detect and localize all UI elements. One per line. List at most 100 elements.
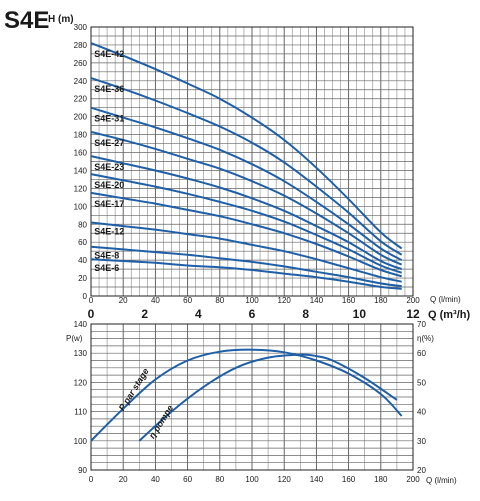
head-x2-tick-label: 4 xyxy=(195,307,202,321)
head-y-tick-label: 60 xyxy=(78,238,87,247)
series-label-s4e-20: S4E-20 xyxy=(94,180,124,190)
head-curve-s4e-17 xyxy=(90,191,402,278)
series-label-s4e-27: S4E-27 xyxy=(94,138,124,148)
power-x-tick-label: 120 xyxy=(278,475,292,484)
head-y-tick-label: 180 xyxy=(74,131,88,140)
head-x-tick-label: 60 xyxy=(183,296,192,305)
power-x-tick-label: 160 xyxy=(342,475,356,484)
head-y-tick-label: 140 xyxy=(74,166,88,175)
head-x-tick-label: 140 xyxy=(310,296,324,305)
head-x-tick-label: 200 xyxy=(406,296,420,305)
series-label-eta-pompe: η pompe xyxy=(147,403,175,440)
power-x-tick-label: 40 xyxy=(151,475,160,484)
power-y-tick-label: 110 xyxy=(74,408,87,417)
head-chart-x-ticks: 0 20 40 60 80 100 120 140 160 180 200 xyxy=(89,296,420,305)
power-chart-x-ticks: 0 20 40 60 80 100 120 140 160 180 200 xyxy=(89,475,420,484)
model-title: S4E xyxy=(4,7,49,34)
head-y-tick-label: 300 xyxy=(74,23,88,32)
head-y-tick-label: 120 xyxy=(74,184,88,193)
power-curve-p-par-stage xyxy=(90,348,403,442)
head-y-tick-label: 100 xyxy=(74,202,88,211)
head-chart-curves xyxy=(90,42,403,290)
power-y-tick-label: 90 xyxy=(78,466,87,475)
head-x2-tick-label: 2 xyxy=(141,307,148,321)
power-x-tick-label: 140 xyxy=(310,475,324,484)
series-label-s4e-23: S4E-23 xyxy=(94,162,124,172)
head-chart-x2-ticks: 0 2 4 6 8 10 12 xyxy=(88,307,420,321)
head-curve-s4e-20 xyxy=(90,173,403,274)
head-x-tick-label: 0 xyxy=(89,296,94,305)
head-curve-s4e-23 xyxy=(90,155,403,271)
head-curve-s4e-42 xyxy=(90,42,403,250)
head-flow-chart: S4E-42 S4E-36 S4E-31 S4E-27 S4E-23 S4E-20 S4E-… xyxy=(48,14,470,321)
head-chart-frame xyxy=(90,26,414,297)
head-x-tick-label: 100 xyxy=(245,296,259,305)
head-chart-grid xyxy=(90,26,414,297)
efficiency-y-tick-label: 40 xyxy=(417,408,426,417)
head-x-tick-label: 40 xyxy=(151,296,160,305)
head-y-tick-label: 80 xyxy=(78,220,87,229)
series-label-s4e-6: S4E-6 xyxy=(94,263,119,273)
head-x-tick-label: 120 xyxy=(278,296,292,305)
head-y-tick-label: 40 xyxy=(78,256,87,265)
efficiency-y-tick-label: 50 xyxy=(417,378,426,387)
series-label-s4e-17: S4E-17 xyxy=(94,199,124,209)
efficiency-y-tick-label: 20 xyxy=(417,466,426,475)
head-x-tick-label: 20 xyxy=(119,296,128,305)
power-chart-left-ticks: 90 100 110 120 130 140 xyxy=(74,320,88,475)
series-label-s4e-12: S4E-12 xyxy=(94,226,124,236)
head-y-tick-label: 280 xyxy=(74,41,88,50)
power-x-tick-label: 0 xyxy=(89,475,94,484)
head-y-tick-label: 220 xyxy=(74,95,88,104)
head-chart-series-labels: S4E-42 S4E-36 S4E-31 S4E-27 S4E-23 S4E-20 S4E-… xyxy=(94,49,124,273)
head-y-tick-label: 260 xyxy=(74,59,88,68)
flow-axis-label-lmin: Q (l/min) xyxy=(430,295,461,304)
head-x2-tick-label: 10 xyxy=(353,307,367,321)
power-curve--pompe xyxy=(138,353,398,442)
flow-axis-label-m3h: Q (m³/h) xyxy=(428,309,470,321)
efficiency-y-tick-label: 60 xyxy=(417,349,426,358)
head-curve-s4e-27 xyxy=(90,130,403,266)
head-curve-s4e-31 xyxy=(90,106,403,261)
power-y-tick-label: 120 xyxy=(74,378,88,387)
head-x2-tick-label: 6 xyxy=(249,307,256,321)
head-chart-y-ticks: 0 20 40 60 80 100 120 140 160 180 200 220 240 260 280 3… xyxy=(74,23,88,301)
head-curve-s4e-36 xyxy=(90,77,403,256)
head-y-tick-label: 0 xyxy=(83,292,88,301)
power-x-tick-label: 200 xyxy=(406,475,420,484)
power-x-tick-label: 100 xyxy=(245,475,259,484)
head-axis-label: H (m) xyxy=(48,14,74,25)
head-y-tick-label: 20 xyxy=(78,274,87,283)
series-label-s4e-8: S4E-8 xyxy=(94,251,119,261)
efficiency-y-tick-label: 70 xyxy=(417,320,426,329)
head-curve-s4e-8 xyxy=(90,245,402,288)
series-label-s4e-42: S4E-42 xyxy=(94,49,124,59)
power-x-tick-label: 60 xyxy=(183,475,192,484)
head-curve-s4e-6 xyxy=(90,258,402,290)
head-y-tick-label: 160 xyxy=(74,149,88,158)
series-label-s4e-36: S4E-36 xyxy=(94,84,124,94)
power-x-tick-label: 180 xyxy=(374,475,388,484)
head-x-tick-label: 80 xyxy=(215,296,224,305)
head-y-tick-label: 200 xyxy=(74,113,88,122)
power-chart-grid xyxy=(90,323,414,471)
series-label-s4e-31: S4E-31 xyxy=(94,114,124,124)
power-y-tick-label: 130 xyxy=(74,349,88,358)
head-x-tick-label: 160 xyxy=(342,296,356,305)
power-chart-frame xyxy=(90,323,414,471)
power-chart-right-ticks: 20 30 40 50 60 70 xyxy=(417,320,426,475)
head-x-tick-label: 180 xyxy=(374,296,388,305)
power-x-tick-label: 80 xyxy=(215,475,224,484)
head-y-tick-label: 240 xyxy=(74,77,88,86)
efficiency-axis-label: η(%) xyxy=(417,334,434,343)
head-curve-s4e-12 xyxy=(90,221,402,283)
efficiency-y-tick-label: 30 xyxy=(417,437,426,446)
head-x2-tick-label: 8 xyxy=(302,307,309,321)
power-y-tick-label: 100 xyxy=(74,437,88,446)
power-y-tick-label: 140 xyxy=(74,320,88,329)
power-x-tick-label: 20 xyxy=(119,475,128,484)
